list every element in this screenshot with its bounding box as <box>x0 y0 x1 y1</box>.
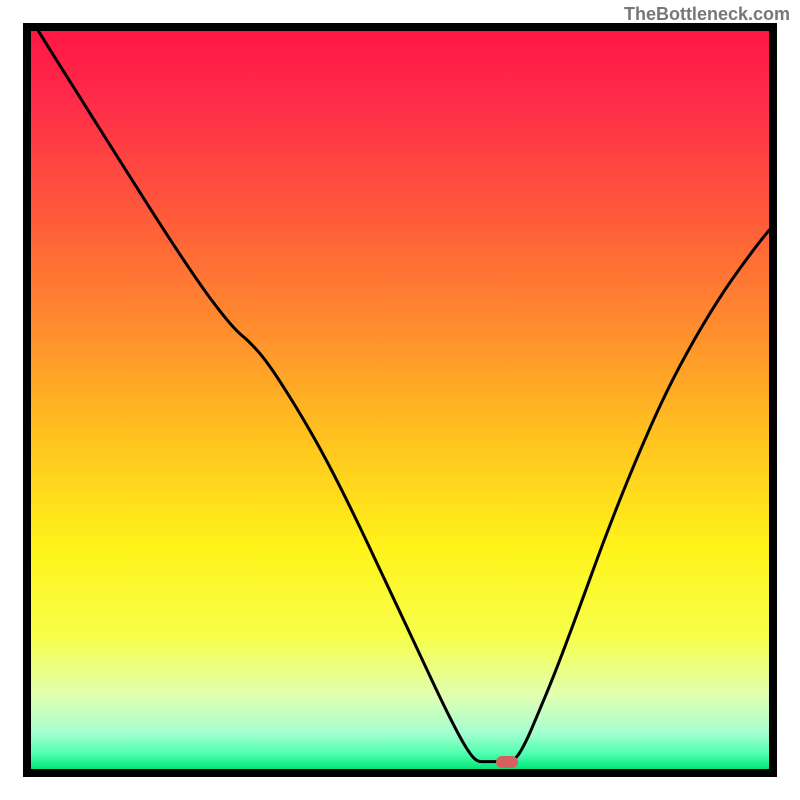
chart-container: TheBottleneck.com <box>0 0 800 800</box>
plot-frame <box>23 23 777 777</box>
gradient-background <box>31 31 769 769</box>
plot-area <box>31 31 769 769</box>
chart-svg <box>31 31 769 769</box>
watermark-text: TheBottleneck.com <box>624 4 790 25</box>
